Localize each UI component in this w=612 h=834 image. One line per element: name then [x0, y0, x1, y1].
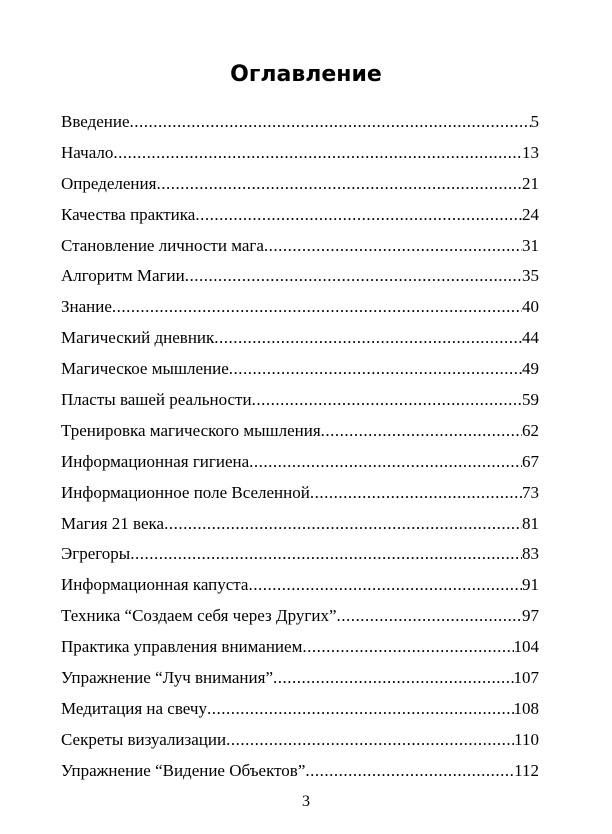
toc-entry-title: Алгоритм Магии	[61, 266, 185, 286]
toc-entry-title: Упражнение “Луч внимания”	[61, 668, 273, 688]
toc-entry[interactable]: Введение 5	[61, 112, 539, 143]
toc-entry[interactable]: Информационная капуста 91	[61, 575, 539, 606]
toc-entry[interactable]: Определения 21	[61, 174, 539, 205]
toc-entry[interactable]: Становление личности мага 31	[61, 236, 539, 267]
toc-entry-page: 62	[522, 420, 539, 440]
toc-entry[interactable]: Магическое мышление 49	[61, 359, 539, 390]
toc-entry-title: Введение	[61, 112, 130, 131]
toc-entry-title: Магический дневник	[61, 328, 215, 348]
dot-leader	[229, 359, 522, 379]
toc-entry-page: 24	[522, 204, 539, 224]
toc-entry-page: 81	[522, 513, 539, 533]
toc-entry[interactable]: Секреты визуализации 110	[61, 730, 539, 761]
toc-entry-title: Знание	[61, 297, 112, 317]
page-title: Оглавление	[230, 62, 382, 87]
toc-entry-title: Магия 21 века	[61, 513, 165, 533]
toc-entry-title: Определения	[61, 173, 157, 193]
toc-entry-title: Медитация на свечу	[61, 698, 207, 718]
toc-entry[interactable]: Магия 21 века 81	[61, 514, 539, 545]
dot-leader	[226, 730, 514, 750]
toc-entry-page: 110	[514, 729, 539, 749]
toc-entry-page: 44	[522, 328, 539, 348]
toc-entry-page: 31	[522, 235, 539, 255]
dot-leader	[302, 637, 513, 657]
dot-leader	[310, 483, 522, 503]
toc-entry-page: 49	[522, 359, 539, 379]
toc-entry[interactable]: Знание 40	[61, 297, 539, 328]
toc-entry-title: Информационное поле Вселенной	[61, 482, 310, 502]
toc-entry-title: Качества практика	[61, 204, 196, 224]
toc-entry[interactable]: Качества практика 24	[61, 205, 539, 236]
toc-entry-title: Начало	[61, 142, 114, 162]
table-of-contents: Введение5Начало13Определения 21Качества …	[61, 112, 539, 792]
dot-leader	[130, 544, 522, 564]
toc-entry[interactable]: Алгоритм Магии 35	[61, 266, 539, 297]
dot-leader	[185, 266, 522, 286]
dot-leader	[130, 112, 531, 132]
dot-leader	[112, 297, 522, 317]
toc-entry[interactable]: Эгрегоры 83	[61, 544, 539, 575]
toc-entry-title: Практика управления вниманием	[61, 637, 303, 657]
toc-entry[interactable]: Практика управления вниманием 104	[61, 637, 539, 668]
page-number: 3	[302, 793, 310, 810]
dot-leader	[273, 668, 514, 688]
toc-entry[interactable]: Техника “Создаем себя через Других” 97	[61, 606, 539, 637]
dot-leader	[156, 174, 522, 194]
toc-entry-title: Информационная капуста	[61, 575, 249, 595]
dot-leader	[321, 421, 522, 441]
toc-entry-page: 73	[522, 482, 539, 502]
toc-entry-page: 35	[522, 266, 539, 286]
toc-entry-title: Тренировка магического мышления	[61, 420, 321, 440]
toc-entry[interactable]: Информационное поле Вселенной 73	[61, 483, 539, 514]
dot-leader	[249, 452, 522, 472]
toc-entry-page: 40	[522, 297, 539, 317]
dot-leader	[164, 514, 522, 534]
dot-leader	[214, 328, 522, 348]
dot-leader	[195, 205, 522, 225]
toc-entry-title: Информационная гигиена	[61, 451, 250, 471]
dot-leader	[305, 761, 514, 781]
toc-entry[interactable]: Начало 13	[61, 143, 539, 174]
toc-entry[interactable]: Магический дневник 44	[61, 328, 539, 359]
toc-entry-page: 112	[514, 760, 539, 780]
dot-leader	[337, 606, 523, 626]
toc-entry-page: 83	[522, 544, 539, 564]
toc-entry-title: Магическое мышление	[61, 359, 229, 379]
toc-entry-page: 21	[522, 173, 539, 193]
dot-leader	[264, 236, 522, 256]
toc-entry-page: 59	[522, 390, 539, 410]
toc-entry[interactable]: Информационная гигиена 67	[61, 452, 539, 483]
toc-entry-page: 67	[522, 451, 539, 471]
dot-leader	[113, 143, 522, 163]
toc-entry[interactable]: Пласты вашей реальности 59	[61, 390, 539, 421]
dot-leader	[207, 699, 514, 719]
toc-entry-title: Становление личности мага	[61, 235, 264, 255]
toc-entry-page: 5	[530, 112, 540, 131]
dot-leader	[252, 390, 522, 410]
toc-entry[interactable]: Тренировка магического мышления 62	[61, 421, 539, 452]
toc-entry-title: Техника “Создаем себя через Других”	[61, 606, 337, 626]
toc-entry[interactable]: Медитация на свечу 108	[61, 699, 539, 730]
toc-entry-page: 107	[513, 668, 540, 688]
dot-leader	[248, 575, 522, 595]
toc-entry[interactable]: Упражнение “Луч внимания” 107	[61, 668, 539, 699]
toc-entry-page: 108	[513, 698, 540, 718]
toc-entry[interactable]: Упражнение “Видение Объектов” 112	[61, 761, 539, 792]
toc-entry-title: Секреты визуализации	[61, 729, 227, 749]
toc-entry-title: Упражнение “Видение Объектов”	[61, 760, 306, 780]
toc-entry-title: Пласты вашей реальности	[61, 390, 252, 410]
toc-entry-page: 13	[522, 142, 539, 162]
toc-entry-page: 91	[522, 575, 539, 595]
toc-entry-title: Эгрегоры	[61, 544, 131, 564]
toc-entry-page: 97	[522, 606, 539, 626]
toc-entry-page: 104	[513, 637, 540, 657]
